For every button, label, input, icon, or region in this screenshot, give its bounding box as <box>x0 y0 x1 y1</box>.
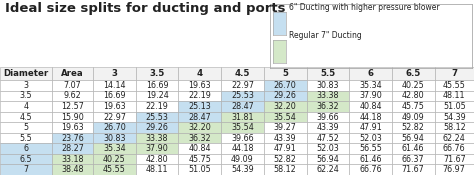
Text: Regular 7" Ducting: Regular 7" Ducting <box>289 31 361 40</box>
Text: Ideal size splits for ducting and ports: Ideal size splits for ducting and ports <box>5 2 285 15</box>
Text: 6" Ducting with higher pressure blower: 6" Ducting with higher pressure blower <box>289 3 439 12</box>
